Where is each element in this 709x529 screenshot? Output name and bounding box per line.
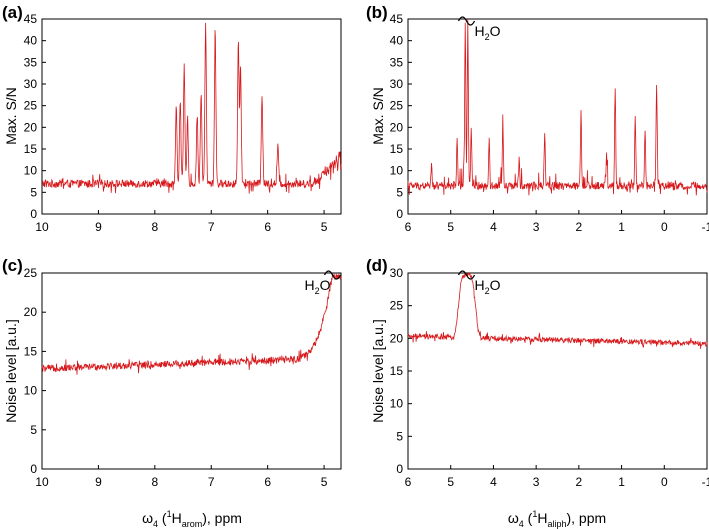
panel-d-xlabel: ω4 (1Haliph), ppm	[508, 509, 606, 529]
panel-d-axes-box	[407, 272, 708, 470]
x-tick-label: 4	[490, 475, 497, 489]
panel-a-ylabel: Max. S/N	[3, 87, 19, 145]
y-tick-label: 0	[396, 207, 403, 221]
y-tick-label: 45	[24, 12, 38, 26]
x-tick-label: 2	[576, 475, 583, 489]
panel-c-xlabel: ω4 (1Harom), ppm	[142, 509, 242, 529]
x-tick-label: 6	[405, 475, 412, 489]
panel-c-yticks: 0 5 10 15 20 25	[24, 266, 46, 476]
x-tick-label: 6	[264, 220, 271, 234]
panel-d-xticks: 6 5 4 3 2 1 0 -1	[405, 465, 709, 489]
panel-a-label: (a)	[2, 3, 23, 22]
y-tick-label: 30	[24, 77, 38, 91]
panel-b-axis-break-mark	[457, 16, 476, 26]
y-tick-label: 5	[396, 185, 403, 199]
x-tick-label: 0	[661, 220, 668, 234]
y-tick-label: 20	[24, 305, 38, 319]
y-tick-label: 15	[24, 344, 38, 358]
panel-c-axis-break-mark	[323, 270, 342, 280]
panel-d: (d) Noise level [a.u.] 6 5 4 3 2 1 0 -1 0510152…	[366, 256, 709, 529]
panel-b-yticks: 0 5 10 15 20 25 30 35 40 45	[390, 12, 412, 221]
panel-d-axis-break-mark	[457, 270, 476, 280]
y-tick-label: 25	[390, 299, 404, 313]
y-tick-label: 10	[24, 164, 38, 178]
panel-c-series-line	[41, 272, 342, 375]
x-tick-label: 7	[208, 220, 215, 234]
x-tick-label: 5	[447, 220, 454, 234]
y-tick-label: 10	[390, 397, 404, 411]
y-tick-label: 15	[390, 364, 404, 378]
y-tick-label: 0	[30, 207, 37, 221]
y-tick-label: 45	[390, 12, 404, 26]
panel-d-ylabel: Noise level [a.u.]	[370, 319, 386, 423]
panel-c-xticks: 10 9 8 7 6 5	[35, 465, 328, 489]
x-tick-label: -1	[702, 220, 709, 234]
panel-d-label: (d)	[366, 256, 388, 275]
panel-a-axes-box	[41, 18, 342, 215]
y-tick-label: 20	[24, 120, 38, 134]
panel-a-yticks: 0 5 10 15 20 25 30 35 40 45	[24, 12, 46, 221]
x-tick-label: 0	[661, 475, 668, 489]
y-tick-label: 35	[390, 55, 404, 69]
x-tick-label: 9	[95, 220, 102, 234]
x-tick-label: 1	[618, 475, 625, 489]
panel-c-h2o-annotation: H2O	[305, 277, 331, 296]
panel-d-yticks: 0 5 10 15 20 25 30	[390, 266, 412, 476]
x-tick-label: 2	[576, 220, 583, 234]
x-tick-label: 7	[208, 475, 215, 489]
panel-a-xticks: 10 9 8 7 6 5	[35, 210, 328, 234]
panel-b-xticks: 6 5 4 3 2 1 0 -1	[405, 210, 709, 234]
y-tick-label: 25	[24, 266, 38, 280]
panel-d-h2o-annotation: H2O	[475, 277, 501, 296]
panel-c-ylabel: Noise level [a.u.]	[3, 319, 19, 423]
panel-b-label: (b)	[366, 3, 388, 22]
y-tick-label: 40	[390, 34, 404, 48]
y-tick-label: 35	[24, 55, 38, 69]
y-tick-label: 30	[390, 77, 404, 91]
y-tick-label: 40	[24, 34, 38, 48]
y-tick-label: 5	[30, 423, 37, 437]
panel-b-h2o-annotation: H2O	[475, 23, 501, 42]
x-tick-label: 4	[490, 220, 497, 234]
x-tick-label: 6	[264, 475, 271, 489]
y-tick-label: 0	[396, 462, 403, 476]
y-tick-label: 25	[24, 99, 38, 113]
y-tick-label: 25	[390, 99, 404, 113]
panel-c-axes-box	[41, 272, 342, 470]
x-tick-label: 5	[447, 475, 454, 489]
panel-a: (a) Max. S/N 10 9 8 7 6 5 0 5 10 15 20 25 30 35 40 45	[2, 3, 342, 234]
y-tick-label: 15	[390, 142, 404, 156]
x-tick-label: 8	[151, 475, 158, 489]
y-tick-label: 5	[396, 429, 403, 443]
y-tick-label: 20	[390, 331, 404, 345]
x-tick-label: 5	[321, 220, 328, 234]
y-tick-label: 10	[24, 384, 38, 398]
panel-d-series-line	[407, 271, 708, 349]
y-tick-label: 10	[390, 164, 404, 178]
x-tick-label: 3	[533, 220, 540, 234]
panel-b-series-line	[407, 18, 708, 196]
x-tick-label: 3	[533, 475, 540, 489]
x-tick-label: 9	[95, 475, 102, 489]
y-tick-label: 30	[390, 266, 404, 280]
y-tick-label: 0	[30, 462, 37, 476]
x-tick-label: -1	[702, 475, 709, 489]
panel-a-series-line	[41, 22, 342, 194]
x-tick-label: 6	[405, 220, 412, 234]
y-tick-label: 20	[390, 120, 404, 134]
x-tick-label: 8	[151, 220, 158, 234]
x-tick-label: 1	[618, 220, 625, 234]
panel-b-axes-box	[407, 18, 708, 215]
x-tick-label: 5	[321, 475, 328, 489]
x-tick-label: 10	[35, 220, 49, 234]
panel-c-label: (c)	[2, 256, 23, 275]
panel-b: (b) Max. S/N 6 5 4 3 2 1 0 -1 05101520253035404…	[366, 3, 709, 234]
panel-b-ylabel: Max. S/N	[370, 87, 386, 145]
y-tick-label: 15	[24, 142, 38, 156]
x-tick-label: 10	[35, 475, 49, 489]
y-tick-label: 5	[30, 185, 37, 199]
panel-c: (c) Noise level [a.u.] 10 9 8 7 6 5 0 5 10 15 20 2…	[2, 256, 342, 529]
